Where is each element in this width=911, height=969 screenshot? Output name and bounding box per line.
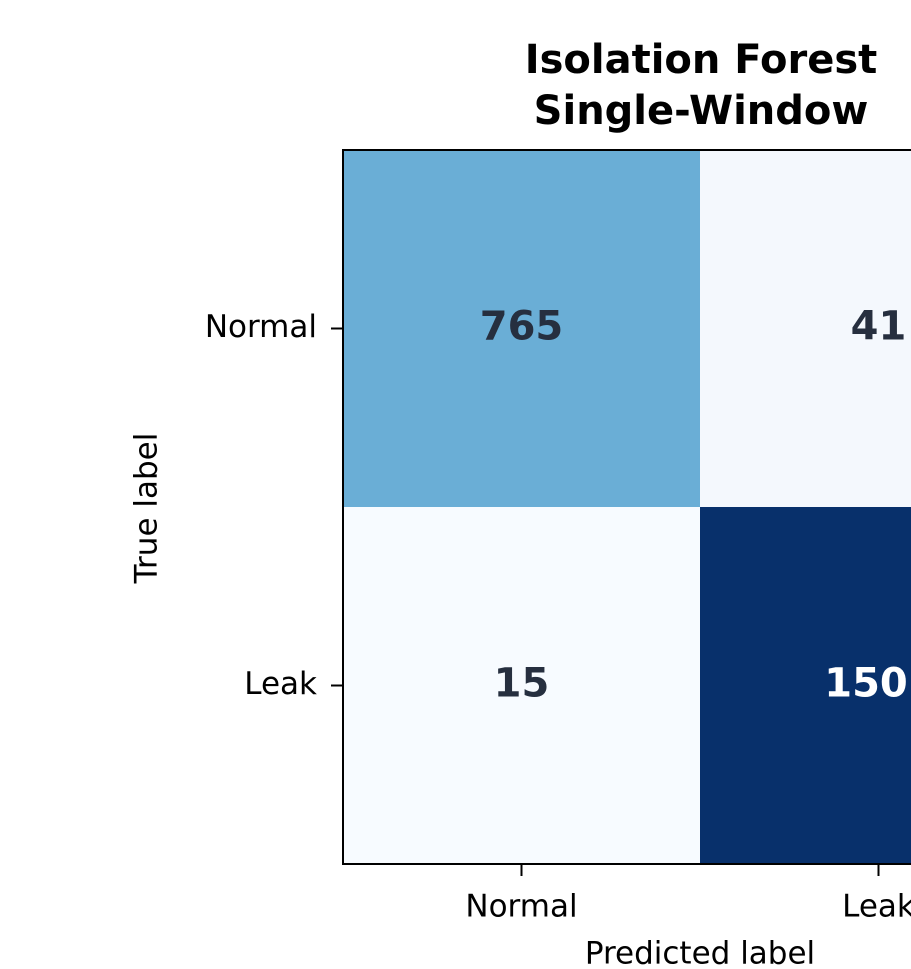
- heatmap-cell: [343, 507, 700, 864]
- x-tick-label: Leak: [842, 889, 911, 925]
- heatmap-cell: [700, 150, 911, 507]
- chart-title: Isolation Forest: [525, 37, 878, 83]
- cell-value: 15: [494, 661, 550, 707]
- heatmap-cell: [700, 507, 911, 864]
- x-tick-label: Normal: [465, 889, 577, 925]
- cell-value: 765: [480, 304, 564, 350]
- y-tick-label: Normal: [205, 309, 317, 345]
- cell-value: 150: [824, 661, 908, 707]
- x-axis-label: Predicted label: [585, 936, 815, 969]
- y-axis-label: True label: [129, 433, 165, 585]
- y-tick-label: Leak: [244, 666, 317, 702]
- chart-title: Single-Window: [534, 88, 869, 134]
- plot-frame: [342, 149, 911, 865]
- cell-value: 41: [851, 304, 907, 350]
- heatmap-cell: [343, 150, 700, 507]
